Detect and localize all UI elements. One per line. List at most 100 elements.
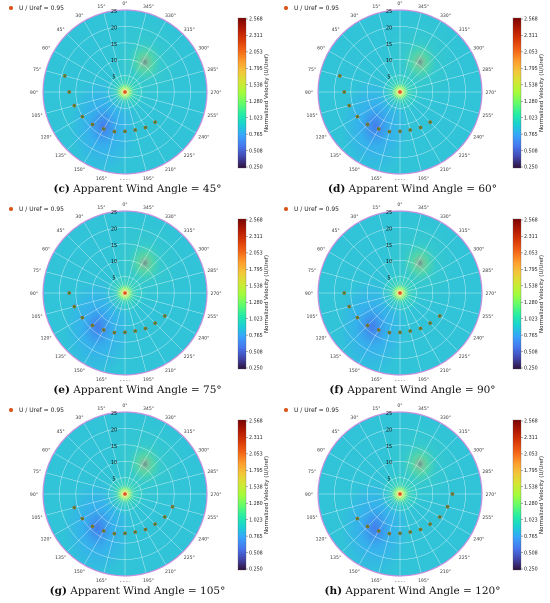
panel-h: 0° 15° 30° 45° 60° 75° 90° 105° 120° 135° 150° 165°… — [275, 402, 550, 603]
angle-tick-label: 255° — [482, 515, 493, 521]
sensor-marker — [347, 103, 352, 108]
center-marker — [123, 90, 127, 94]
ring-label: 25 — [111, 210, 117, 216]
sensor-marker — [162, 515, 167, 519]
angle-tick-label: 330° — [440, 415, 451, 421]
sensor-marker — [67, 90, 72, 94]
ring-label: 25 — [111, 411, 117, 417]
caption-text: Apparent Wind Angle = 105° — [66, 585, 226, 597]
angle-tick-label: 60° — [42, 247, 50, 253]
colorbar-tick-label: 2.311 — [249, 33, 263, 39]
angle-tick-label: 210° — [165, 368, 176, 374]
colorbar-tick-label: 2.568 — [249, 17, 263, 23]
angle-tick-label: 285° — [207, 268, 218, 274]
colorbar-tick-label: 1.023 — [249, 316, 263, 322]
panel-caption: (c) Apparent Wind Angle = 45° — [0, 183, 275, 195]
angle-tick-label: 210° — [440, 368, 451, 374]
svg-text:U / Uref = 0.95: U / Uref = 0.95 — [19, 206, 64, 213]
panel-g: 0° 15° 30° 45° 60° 75° 90° 105° 120° 135° 150° 165°… — [0, 402, 275, 603]
sensor-marker — [408, 530, 413, 534]
sensor-marker — [162, 314, 167, 318]
ring-label: 20 — [111, 226, 117, 232]
angle-tick-label: 60° — [42, 46, 50, 52]
angle-tick-label: 315° — [184, 429, 195, 435]
angle-tick-label: 45° — [57, 228, 65, 234]
colorbar: 2.568 2.311 2.053 1.795 1.538 1.280 1.023 0.765… — [237, 218, 270, 372]
colorbar-tick-label: 0.765 — [524, 132, 538, 138]
angle-tick-label: 345° — [143, 4, 154, 10]
ring-label: 15 — [111, 42, 117, 48]
center-marker — [398, 291, 402, 295]
caption-label: (e) — [53, 384, 70, 396]
angle-tick-label: 90° — [305, 90, 313, 96]
ring-label: 20 — [111, 25, 117, 31]
sensor-marker — [355, 114, 360, 119]
angle-tick-label: 30° — [75, 415, 83, 421]
angle-tick-label: 300° — [473, 247, 484, 253]
angle-tick-label: 105° — [307, 515, 318, 521]
angle-tick-label: 210° — [165, 569, 176, 575]
sensor-marker — [387, 129, 392, 134]
colorbar-tick-label: 2.053 — [524, 452, 538, 458]
sensor-marker — [347, 304, 352, 309]
angle-tick-label: 60° — [317, 247, 325, 253]
angle-tick-label: 345° — [418, 4, 429, 10]
angle-tick-label: 90° — [305, 492, 313, 498]
angle-tick-label: 225° — [459, 354, 470, 360]
sensor-marker — [112, 330, 117, 335]
angle-tick-label: 240° — [198, 537, 209, 543]
ring-label: 20 — [386, 25, 392, 31]
ring-label: 25 — [111, 9, 117, 15]
ring-label: 15 — [386, 243, 392, 249]
colorbar-tick-label: 0.765 — [249, 534, 263, 540]
polar-chart-e: 0° 15° 30° 45° 60° 75° 90° 105° 120° 135° 150° 165°… — [9, 202, 270, 381]
sensor-marker — [133, 530, 138, 534]
sensor-marker — [418, 527, 423, 532]
angle-tick-label: 285° — [207, 469, 218, 475]
sensor-marker — [337, 74, 342, 78]
colorbar-tick-label: 0.250 — [524, 165, 538, 171]
angle-tick-label: 45° — [57, 429, 65, 435]
angle-tick-label: 90° — [30, 90, 38, 96]
angle-tick-label: 330° — [165, 415, 176, 421]
ring-label: 10 — [386, 259, 392, 265]
colorbar-tick-label: 1.023 — [249, 517, 263, 523]
colorbar: 2.568 2.311 2.053 1.795 1.538 1.280 1.023 0.765… — [237, 17, 270, 171]
panel-e: 0° 15° 30° 45° 60° 75° 90° 105° 120° 135° 150° 165°… — [0, 201, 275, 402]
sensor-marker — [365, 524, 370, 529]
angle-tick-label: 300° — [198, 448, 209, 454]
sensor-marker — [101, 529, 106, 533]
ring-label: 10 — [111, 58, 117, 64]
center-marker — [123, 492, 127, 496]
angle-tick-label: 15° — [372, 205, 380, 211]
angle-tick-label: 120° — [316, 135, 327, 141]
colorbar-label: Normalized Velocity (U/Uref) — [539, 255, 545, 333]
angle-tick-label: 240° — [473, 537, 484, 543]
colorbar-tick-label: 2.311 — [524, 435, 538, 441]
angle-tick-label: 180° — [394, 380, 405, 381]
colorbar-tick-label: 1.280 — [524, 99, 538, 105]
ring-label: 25 — [386, 411, 392, 417]
sensor-marker — [72, 304, 77, 309]
colorbar-tick-label: 2.053 — [524, 50, 538, 56]
angle-tick-label: 195° — [143, 377, 154, 381]
polar-chart-h: 0° 15° 30° 45° 60° 75° 90° 105° 120° 135° 150° 165°… — [284, 403, 545, 582]
colorbar-tick-label: 1.280 — [249, 300, 263, 306]
colorbar-tick-label: 0.250 — [249, 567, 263, 573]
angle-tick-label: 315° — [459, 228, 470, 234]
sensor-marker — [408, 329, 413, 333]
colorbar: 2.568 2.311 2.053 1.795 1.538 1.280 1.023 0.765… — [237, 419, 270, 573]
center-marker — [398, 90, 402, 94]
angle-tick-label: 195° — [418, 578, 429, 582]
colorbar-tick-label: 2.568 — [524, 218, 538, 224]
angle-tick-label: 180° — [119, 581, 130, 582]
angle-tick-label: 180° — [119, 179, 130, 180]
ring-label: 10 — [111, 259, 117, 265]
sensor-marker — [437, 515, 442, 519]
angle-tick-label: 30° — [75, 13, 83, 19]
colorbar-tick-label: 0.765 — [524, 534, 538, 540]
angle-tick-label: 210° — [440, 569, 451, 575]
sensor-marker — [80, 516, 85, 521]
colorbar-tick-label: 1.023 — [524, 115, 538, 121]
sensor-marker — [398, 129, 402, 134]
